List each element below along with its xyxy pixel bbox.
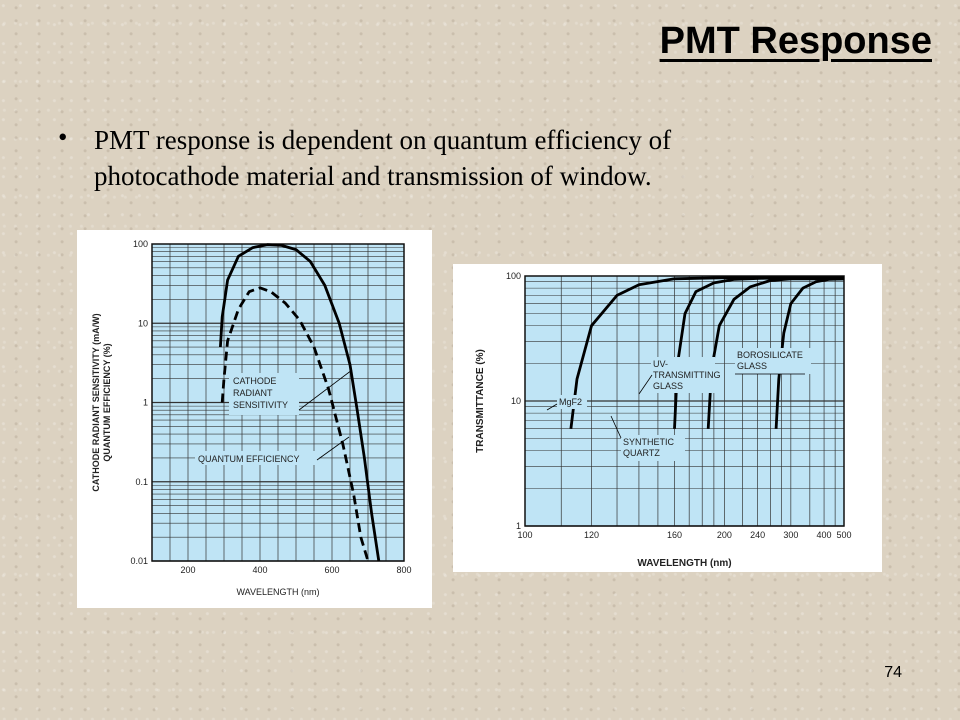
y-tick-label: 1	[143, 398, 148, 408]
x-axis-label: WAVELENGTH (nm)	[236, 587, 319, 597]
series-label: MgF2	[559, 397, 582, 407]
y-axis-label: CATHODE RADIANT SENSITIVITY (mA/W)	[91, 313, 101, 491]
pmt-sensitivity-chart: 100 10 1 0.1 0.01 200 400 600 800 WAVELENGTH (nm)…	[91, 239, 412, 597]
series-label: QUARTZ	[623, 448, 660, 458]
slide-title: PMT Response	[659, 20, 932, 62]
series-label-leader-line	[638, 374, 653, 395]
series-label-background	[735, 348, 811, 374]
plot-frame	[524, 275, 845, 527]
x-tick-label: 500	[836, 530, 851, 540]
bullet-item: • PMT response is dependent on quantum e…	[58, 122, 818, 194]
y-tick-label: 100	[133, 239, 148, 249]
series-label: GLASS	[653, 381, 683, 391]
y-tick-label: 0.1	[135, 477, 148, 487]
y-axis-label: QUANTUM EFFICIENCY (%)	[102, 343, 112, 461]
series-label: BOROSILICATE	[737, 350, 803, 360]
x-tick-label: 240	[750, 530, 765, 540]
y-tick-label: 1	[516, 521, 521, 531]
bullet-text: PMT response is dependent on quantum eff…	[94, 125, 672, 191]
window-transmittance-chart-panel: 100 10 1 100 120 160 200 240 300 400 500 WAVELENGTH…	[453, 264, 882, 572]
series-line	[220, 286, 370, 562]
x-tick-label: 200	[180, 565, 195, 575]
x-tick-label: 200	[717, 530, 732, 540]
annotation-leader-line	[316, 436, 350, 461]
series-label: TRANSMITTING	[653, 370, 721, 380]
series-label-leader-line	[546, 403, 558, 411]
series-label: GLASS	[737, 361, 767, 371]
y-tick-label: 10	[511, 396, 521, 406]
annotation-background	[195, 451, 319, 465]
annotation-label: QUANTUM EFFICIENCY	[198, 454, 300, 464]
x-tick-label: 300	[783, 530, 798, 540]
series-line	[219, 243, 381, 562]
annotation-label: SENSITIVITY	[233, 400, 288, 410]
x-tick-label: 400	[252, 565, 267, 575]
x-tick-label: 100	[517, 530, 532, 540]
annotation-label: CATHODE	[233, 376, 276, 386]
series-label-leader-line	[610, 415, 622, 439]
annotation-label: RADIANT	[233, 388, 273, 398]
x-tick-label: 160	[667, 530, 682, 540]
annotation-background	[229, 373, 299, 415]
x-tick-label: 800	[396, 565, 411, 575]
series-label-background	[621, 435, 685, 461]
y-tick-label: 100	[506, 271, 521, 281]
x-tick-label: 600	[324, 565, 339, 575]
series-label: UV-	[653, 359, 668, 369]
series-label-background	[557, 395, 587, 409]
series-label: SYNTHETIC	[623, 437, 675, 447]
y-axis-label: TRANSMITTANCE (%)	[475, 349, 486, 453]
pmt-sensitivity-chart-panel: 100 10 1 0.1 0.01 200 400 600 800 WAVELENGTH (nm)…	[77, 230, 432, 608]
x-tick-label: 120	[584, 530, 599, 540]
annotation-leader-line	[298, 369, 353, 411]
x-axis-label: WAVELENGTH (nm)	[637, 558, 731, 569]
y-tick-label: 10	[138, 318, 148, 328]
page-number: 74	[884, 664, 902, 681]
x-tick-label: 400	[817, 530, 832, 540]
bullet-dot-icon: •	[58, 122, 68, 152]
series-label-background	[651, 357, 715, 393]
y-tick-label: 0.01	[130, 556, 148, 566]
